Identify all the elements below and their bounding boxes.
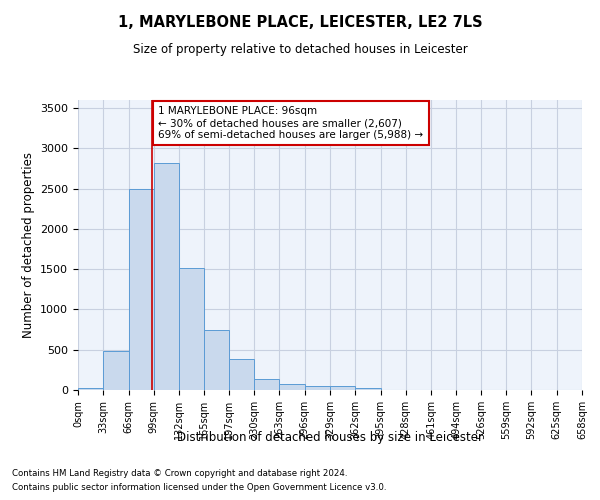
Bar	[154, 163, 179, 390]
Bar	[355, 388, 380, 390]
Bar	[330, 386, 355, 390]
Bar	[205, 330, 229, 390]
Text: Contains HM Land Registry data © Crown copyright and database right 2024.: Contains HM Land Registry data © Crown c…	[12, 468, 347, 477]
Text: Contains public sector information licensed under the Open Government Licence v3: Contains public sector information licen…	[12, 484, 386, 492]
Bar	[280, 384, 305, 390]
Bar	[103, 352, 128, 390]
Text: Size of property relative to detached houses in Leicester: Size of property relative to detached ho…	[133, 42, 467, 56]
Text: 1 MARYLEBONE PLACE: 96sqm
← 30% of detached houses are smaller (2,607)
69% of se: 1 MARYLEBONE PLACE: 96sqm ← 30% of detac…	[158, 106, 424, 140]
Text: Distribution of detached houses by size in Leicester: Distribution of detached houses by size …	[177, 431, 483, 444]
Bar	[254, 379, 280, 390]
Bar	[305, 386, 330, 390]
Bar	[128, 188, 154, 390]
Y-axis label: Number of detached properties: Number of detached properties	[22, 152, 35, 338]
Text: 1, MARYLEBONE PLACE, LEICESTER, LE2 7LS: 1, MARYLEBONE PLACE, LEICESTER, LE2 7LS	[118, 15, 482, 30]
Bar	[78, 388, 103, 390]
Bar	[179, 268, 205, 390]
Bar	[229, 360, 254, 390]
